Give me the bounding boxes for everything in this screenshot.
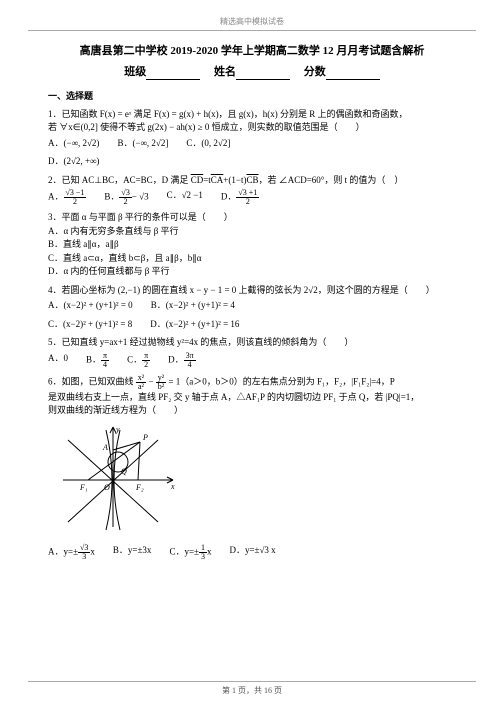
q5-options: A．0 B．π4 C．π2 D．3π4 <box>48 352 456 369</box>
q2-m2: +(1−t) <box>223 175 246 185</box>
q6-line3: 则双曲线的渐近线方程为（ ） <box>48 404 456 418</box>
q2-opt-d[interactable]: D．√3 +12 <box>221 189 259 206</box>
graph-label-x: x <box>170 482 175 491</box>
score-blank[interactable] <box>326 67 380 80</box>
question-3: 3．平面 α 与平面 β 平行的条件可以是（ ） A．α 内有无穷多条直线与 β… <box>48 211 456 279</box>
q1-opt-b[interactable]: B．(−∞, 2√2] <box>117 137 168 151</box>
page-footer: 第 1 页，共 16 页 <box>0 681 504 697</box>
q4-opt-c[interactable]: C．(x−2)² + (y+1)² = 8 <box>48 318 132 332</box>
q4-opt-b[interactable]: B．(x−2)² + (y+1)² = 4 <box>151 299 235 313</box>
q1-options: A．(−∞, 2√2) B．(−∞, 2√2] C．(0, 2√2] <box>48 137 456 151</box>
q5-opt-b[interactable]: B．π4 <box>86 352 109 369</box>
q1-opt-c[interactable]: C．(0, 2√2] <box>186 137 230 151</box>
class-blank[interactable] <box>146 67 200 80</box>
q6-options: A．y=±√33x B．y=±3x C．y=±13x D．y=±√3 x <box>48 544 456 561</box>
q1-opt-a[interactable]: A．(−∞, 2√2) <box>48 137 99 151</box>
q4-opt-a[interactable]: A．(x−2)² + (y+1)² = 0 <box>48 299 133 313</box>
q4-stem: 4．若圆心坐标为 (2,−1) 的圆在直线 x − y − 1 = 0 上截得的… <box>48 284 456 298</box>
q5-opt-d[interactable]: D．3π4 <box>168 352 196 369</box>
question-5: 5．已知直线 y=ax+1 经过抛物线 y²=4x 的焦点，则该直线的倾斜角为（… <box>48 336 456 369</box>
question-1: 1．已知函数 F(x) = eˣ 满足 F(x) = g(x) + h(x)，且… <box>48 108 456 169</box>
graph-label-q: Q <box>121 467 127 476</box>
q2-s3: ，若 ∠ACD=60°，则 t 的值为（ ） <box>258 175 403 185</box>
q4-options-2: C．(x−2)² + (y+1)² = 8 D．(x−2)² + (y+1)² … <box>48 318 456 332</box>
score-label: 分数 <box>304 66 326 78</box>
hyperbola-graph: y x A P F₁ O Q F₂ <box>58 422 178 532</box>
q6-opt-d[interactable]: D．y=±√3 x <box>229 544 275 561</box>
graph-label-y: y <box>115 425 120 434</box>
q6-opt-a[interactable]: A．y=±√33x <box>48 544 95 561</box>
fill-row: 班级 姓名 分数 <box>48 64 456 81</box>
section-1-heading: 一、选择题 <box>48 90 456 104</box>
q3-opt-a[interactable]: A．α 内有无穷多条直线与 β 平行 <box>48 225 456 239</box>
question-4: 4．若圆心坐标为 (2,−1) 的圆在直线 x − y − 1 = 0 上截得的… <box>48 284 456 332</box>
q6-opt-c[interactable]: C．y=±13x <box>169 544 211 561</box>
name-blank[interactable] <box>236 67 290 80</box>
q3-opt-b[interactable]: B．直线 a∥α，a∥β <box>48 238 456 252</box>
q3-opt-c[interactable]: C．直线 a⊂α，直线 b⊂β，且 a∥β，b∥α <box>48 252 456 266</box>
q2-opt-b[interactable]: B．√32− √3 <box>104 189 148 206</box>
name-label: 姓名 <box>214 66 236 78</box>
graph-label-f2: F₂ <box>135 483 144 492</box>
q5-opt-c[interactable]: C．π2 <box>127 352 150 369</box>
footer-text: 第 1 页，共 16 页 <box>222 686 282 695</box>
q4-options-1: A．(x−2)² + (y+1)² = 0 B．(x−2)² + (y+1)² … <box>48 299 456 313</box>
q4-opt-d[interactable]: D．(x−2)² + (y+1)² = 16 <box>150 318 239 332</box>
q2-m1: =t <box>203 175 211 185</box>
q6-line2: 是双曲线右支上一点，直线 PF₂ 交 y 轴于点 A，△AF₁P 的内切圆切边 … <box>48 391 456 405</box>
q2-opt-c[interactable]: C．√2 −1 <box>167 189 203 206</box>
graph-label-o: O <box>104 483 110 492</box>
q2-options: A．√3 −12 B．√32− √3 C．√2 −1 D．√3 +12 <box>48 189 456 206</box>
q1-opt-d[interactable]: D．(2√2, +∞) <box>48 155 99 169</box>
q2-opt-a[interactable]: A．√3 −12 <box>48 189 86 206</box>
q6-line1: 6．如图，已知双曲线 x²a² − y²b² = 1（a＞0，b＞0）的左右焦点… <box>48 374 456 391</box>
q3-stem: 3．平面 α 与平面 β 平行的条件可以是（ ） <box>48 211 456 225</box>
q5-opt-a[interactable]: A．0 <box>48 352 68 369</box>
class-label: 班级 <box>124 66 146 78</box>
q1-stem2: 若 ∀x∈(0,2] 使得不等式 g(2x) − ah(x) ≥ 0 恒成立，则… <box>48 121 456 135</box>
q2-stem: 2．已知 AC⊥BC，AC=BC，D 满足 <box>48 175 191 185</box>
q5-stem: 5．已知直线 y=ax+1 经过抛物线 y²=4x 的焦点，则该直线的倾斜角为（… <box>48 336 456 350</box>
q3-opt-d[interactable]: D．α 内的任何直线都与 β 平行 <box>48 265 456 279</box>
question-2: 2．已知 AC⊥BC，AC=BC，D 满足 CD=tCA+(1−t)CB，若 ∠… <box>48 174 456 207</box>
exam-title: 高唐县第二中学校 2019-2020 学年上学期高二数学 12 月月考试题含解析 <box>48 43 456 60</box>
q1-stem: 1．已知函数 F(x) = eˣ 满足 F(x) = g(x) + h(x)，且… <box>48 108 456 122</box>
graph-label-p: P <box>142 433 148 442</box>
graph-label-f1: F₁ <box>79 483 88 492</box>
graph-label-a: A <box>102 443 108 452</box>
q6-opt-b[interactable]: B．y=±3x <box>113 544 152 561</box>
question-6: 6．如图，已知双曲线 x²a² − y²b² = 1（a＞0，b＞0）的左右焦点… <box>48 374 456 562</box>
page-header: 精选高中模拟试卷 <box>28 16 476 31</box>
